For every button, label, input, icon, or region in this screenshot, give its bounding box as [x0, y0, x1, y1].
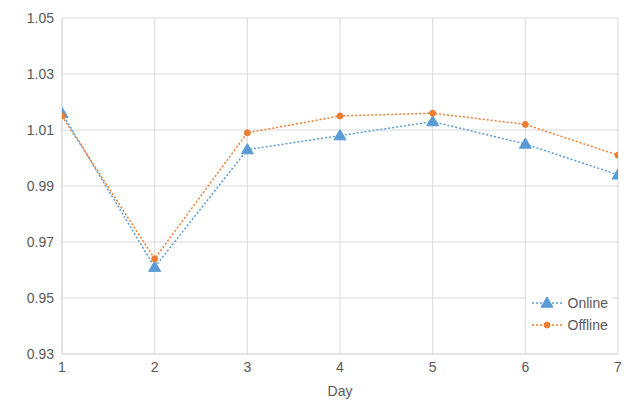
html-text:Online: Online [567, 295, 608, 311]
svg-text:5: 5 [429, 359, 437, 375]
svg-text:7: 7 [614, 359, 622, 375]
svg-text:1.05: 1.05 [27, 10, 54, 26]
html-text:Offline: Offline [567, 317, 608, 333]
svg-text:1: 1 [58, 359, 66, 375]
svg-text:0.95: 0.95 [27, 290, 54, 306]
svg-text:3: 3 [243, 359, 251, 375]
svg-text:0.97: 0.97 [27, 234, 54, 250]
svg-text:2: 2 [151, 359, 159, 375]
svg-text:1.01: 1.01 [27, 122, 54, 138]
svg-text:0.99: 0.99 [27, 178, 54, 194]
svg-text:1.03: 1.03 [27, 66, 54, 82]
svg-text:0.93: 0.93 [27, 346, 54, 362]
svg-text:6: 6 [521, 359, 529, 375]
svg-text:Day: Day [328, 383, 353, 399]
svg-text:4: 4 [336, 359, 344, 375]
